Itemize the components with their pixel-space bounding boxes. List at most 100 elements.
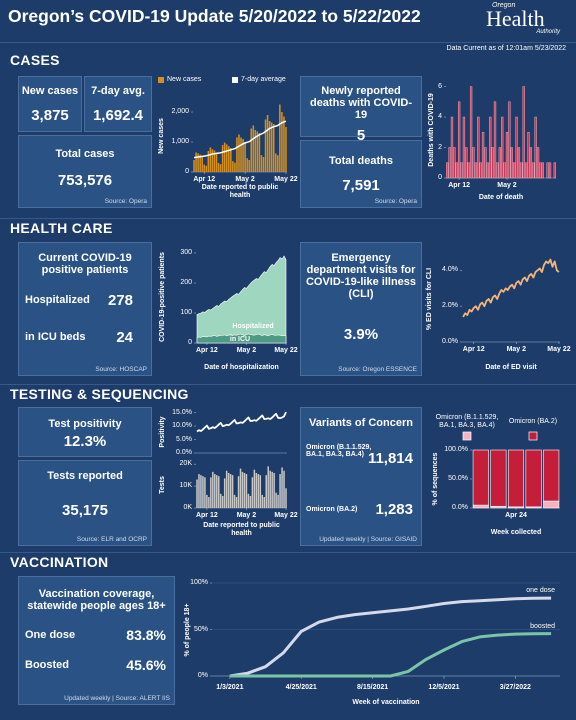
value: 278 <box>107 292 133 309</box>
bar <box>536 147 540 179</box>
legend-label: 7-day average <box>241 75 286 83</box>
label: Tests reported <box>47 470 123 482</box>
x-tick-label: Apr 12 <box>448 181 471 189</box>
bar <box>264 119 267 172</box>
bar <box>240 137 242 172</box>
label: Total cases <box>55 148 115 160</box>
rule <box>0 218 576 219</box>
y-tick-label: 0% <box>197 671 208 679</box>
line <box>196 411 287 433</box>
source: Source: ELR and OCRP <box>76 536 147 543</box>
x-tick-label: May 22 <box>274 346 298 354</box>
bar <box>249 495 252 508</box>
value: 35,175 <box>62 502 108 519</box>
line <box>193 120 287 159</box>
y-tick-label: 50% <box>193 625 208 633</box>
bar <box>203 164 206 172</box>
y-axis-label: New cases <box>157 118 165 154</box>
area <box>196 333 287 344</box>
source: Source: HOSCAP <box>95 366 147 373</box>
logo: Oregon Health Authority <box>486 2 570 35</box>
y-tick-label: 100.0% <box>444 445 468 453</box>
bar <box>201 155 203 172</box>
bar <box>512 162 516 179</box>
section-title: VACCINATION <box>10 554 109 570</box>
bar <box>233 494 236 508</box>
line <box>229 632 552 678</box>
bar <box>474 162 478 179</box>
bar <box>281 112 283 172</box>
legend-swatch <box>158 77 164 83</box>
y-tick-label: 6 <box>438 82 442 90</box>
label: Vaccination coverage, statewide people a… <box>27 588 166 612</box>
bar <box>455 162 458 179</box>
bar <box>469 86 473 179</box>
bar <box>209 147 212 172</box>
x-tick-label: May 22 <box>547 345 571 353</box>
y-tick-label: 0 <box>438 173 442 181</box>
label: Test positivity <box>48 418 122 430</box>
bar <box>266 115 269 172</box>
bar-segment <box>490 449 507 507</box>
x-axis-label: Date of death <box>478 193 524 201</box>
legend-swatch <box>528 431 538 441</box>
panel: Total deaths 7,591 Source: Opera <box>300 140 422 208</box>
bar <box>244 142 246 172</box>
y-tick-label: 1,000 <box>171 137 189 145</box>
bar <box>219 493 222 508</box>
bar <box>265 475 267 508</box>
x-tick-label: Apr 12 <box>193 175 216 183</box>
bar-segment <box>472 449 489 506</box>
bar <box>283 116 285 172</box>
y-tick-label: 0.0% <box>176 448 192 456</box>
bar <box>230 148 232 172</box>
x-tick-label: 12/5/2021 <box>428 683 460 691</box>
bar <box>268 121 271 172</box>
bar <box>450 116 454 179</box>
x-axis-label: Date reported to public health <box>201 183 279 199</box>
bar <box>486 162 490 179</box>
x-tick-label: 4/25/2021 <box>285 683 317 691</box>
bar <box>522 86 525 179</box>
series-label: in ICU <box>229 335 251 343</box>
y-tick-label: 15.0% <box>172 408 192 416</box>
bar-segment <box>507 449 525 508</box>
bar <box>234 162 236 172</box>
bar-segment <box>543 449 560 502</box>
x-tick-label: May 2 <box>235 175 255 183</box>
x-axis-label: Date of ED visit <box>485 363 537 371</box>
label: Omicron (BA.2) <box>306 506 358 513</box>
panel: New cases 3,875 <box>18 76 82 132</box>
bar <box>227 146 230 172</box>
bar <box>541 162 545 179</box>
legend-swatch <box>462 431 472 441</box>
bar <box>460 162 463 179</box>
x-tick-label: May 22 <box>274 175 298 183</box>
label: in ICU beds <box>25 331 86 343</box>
y-axis-label: % of people 18+ <box>183 602 191 657</box>
label: Variants of Concern <box>309 417 413 429</box>
section-title: CASES <box>10 52 60 68</box>
bar <box>236 137 238 172</box>
panel: Current COVID-19 positive patients Hospi… <box>18 242 152 376</box>
value: 3.9% <box>343 326 379 343</box>
bar <box>501 116 504 179</box>
bar <box>261 494 264 508</box>
source: Source: Oregon ESSENCE <box>338 366 417 373</box>
y-tick-label: 300 <box>180 248 192 256</box>
bar <box>198 474 200 508</box>
bar <box>462 116 466 179</box>
bar <box>491 147 494 179</box>
bar <box>195 152 197 172</box>
x-tick-label: May 22 <box>274 511 298 519</box>
x-axis-label: Week collected <box>490 528 542 536</box>
value: 5 <box>356 127 366 144</box>
value: 1,283 <box>375 501 413 518</box>
y-tick-label: 50.0% <box>448 474 468 482</box>
series-label: one dose <box>526 587 556 595</box>
bar <box>253 469 256 508</box>
source: Updated weekly | Source: ALERT IIS <box>64 695 170 702</box>
value: 11,814 <box>367 450 413 467</box>
bar <box>223 478 226 508</box>
